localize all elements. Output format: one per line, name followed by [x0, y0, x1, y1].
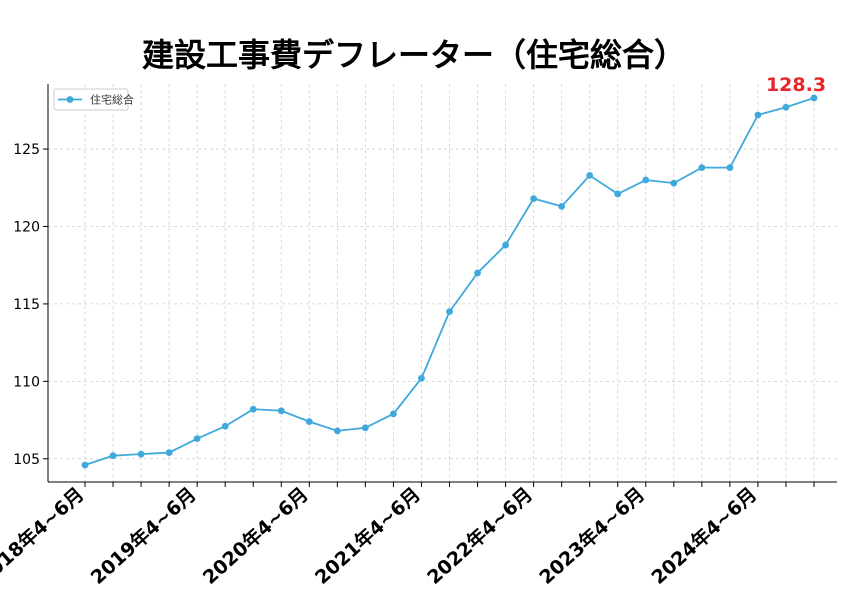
axes: 105 110 115 120 125 2018年4~6月2019年4~6月2020年4~…	[0, 84, 837, 589]
series-layer	[81, 94, 818, 469]
data-point	[221, 422, 229, 430]
data-point	[670, 179, 678, 187]
data-point	[642, 176, 650, 184]
legend-marker	[66, 96, 74, 103]
data-point	[109, 452, 117, 460]
legend-label: 住宅総合	[90, 93, 134, 107]
x-tick-label: 2023年4~6月	[535, 483, 649, 589]
data-point	[614, 190, 622, 198]
x-tick-label: 2018年4~6月	[0, 483, 88, 589]
data-point	[249, 405, 257, 413]
data-point	[726, 164, 734, 172]
x-tick-label: 2019年4~6月	[86, 483, 200, 589]
data-point	[390, 410, 397, 418]
data-point	[277, 407, 285, 415]
data-point	[305, 418, 313, 426]
y-tick-label: 110	[13, 374, 40, 390]
data-point	[558, 202, 566, 210]
data-point	[361, 424, 369, 432]
data-point	[333, 427, 341, 435]
data-point	[446, 308, 453, 316]
data-point	[530, 195, 538, 202]
chart-title: 建設工事費デフレーター（住宅総合）	[142, 36, 686, 74]
data-point	[165, 449, 173, 456]
y-tick-label: 105	[13, 452, 40, 468]
y-tick-label: 120	[13, 219, 40, 235]
last-value-label: 128.3	[766, 74, 826, 96]
y-tick-label: 125	[13, 142, 40, 158]
data-point	[782, 103, 790, 111]
data-point	[586, 171, 594, 179]
legend: 住宅総合	[53, 88, 134, 111]
annotation-layer: 128.3	[766, 74, 826, 96]
legend-box	[53, 88, 129, 111]
x-tick-label: 2022年4~6月	[423, 483, 537, 589]
data-point	[81, 461, 89, 469]
x-tick-label: 2020年4~6月	[198, 483, 312, 589]
data-point	[137, 450, 145, 458]
x-tick-label: 2021年4~6月	[310, 483, 424, 589]
data-point	[193, 435, 201, 443]
data-point	[502, 241, 509, 249]
data-point	[698, 164, 706, 172]
x-tick-label: 2024年4~6月	[647, 483, 761, 589]
data-point	[474, 269, 481, 277]
data-point	[810, 94, 818, 102]
y-tick-label: 115	[13, 297, 40, 313]
data-point	[754, 111, 762, 119]
grid	[48, 84, 837, 482]
data-point	[418, 374, 425, 382]
